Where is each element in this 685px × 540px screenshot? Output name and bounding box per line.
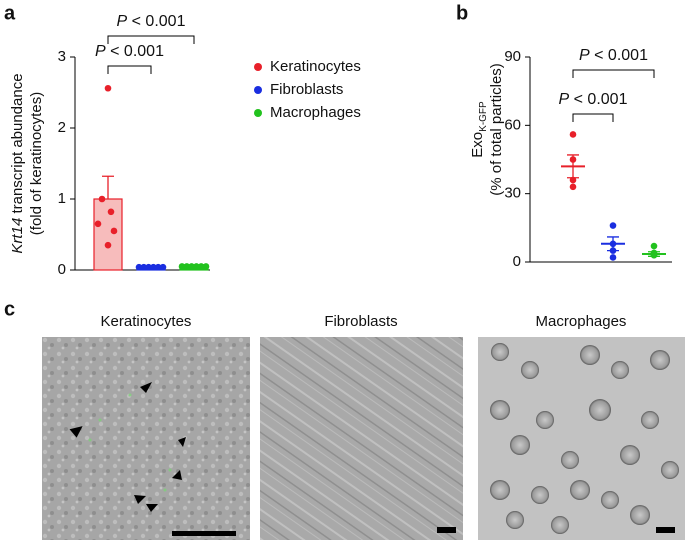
legend-label: Fibroblasts xyxy=(270,81,343,98)
image-title: Keratinocytes xyxy=(101,313,192,330)
data-point xyxy=(188,263,195,270)
p-text: < 0.001 xyxy=(106,43,164,60)
bar xyxy=(93,198,123,271)
p-text: < 0.001 xyxy=(569,91,627,108)
data-point xyxy=(197,263,205,270)
data-point xyxy=(94,220,102,228)
y-label-italic: Krt14 xyxy=(9,218,26,254)
data-point xyxy=(650,251,658,259)
data-point xyxy=(183,263,191,270)
data-point xyxy=(98,195,106,203)
significance-bracket xyxy=(107,65,152,74)
y-axis-label: Krt14 transcript abundance (fold of kerat… xyxy=(9,73,45,253)
legend-marker xyxy=(254,109,262,117)
data-point xyxy=(569,176,577,184)
y-axis-label-line: Krt14 transcript abundance xyxy=(9,73,26,253)
p-italic: P xyxy=(559,91,570,108)
data-point xyxy=(154,263,162,271)
data-point xyxy=(135,263,143,271)
legend-marker xyxy=(254,63,262,71)
data-point xyxy=(104,241,112,249)
y-tick-label: 0 xyxy=(58,261,66,278)
y-axis-label-line: ExoK-GFP xyxy=(469,101,489,158)
data-point xyxy=(193,263,200,270)
data-point xyxy=(104,84,112,92)
data-point xyxy=(150,263,157,271)
data-point xyxy=(178,263,186,270)
legend-marker xyxy=(254,86,262,94)
p-italic: P xyxy=(95,43,106,60)
panel-label: a xyxy=(4,2,16,24)
y-label-text: transcript abundance xyxy=(9,73,26,217)
data-point xyxy=(145,263,152,271)
y-tick-label: 2 xyxy=(58,119,66,136)
significance-bracket xyxy=(107,35,195,44)
data-point xyxy=(202,263,210,270)
data-point xyxy=(107,208,115,216)
micrograph-fibroblasts xyxy=(260,337,463,540)
data-point xyxy=(569,131,577,138)
data-point xyxy=(110,227,118,235)
data-point xyxy=(609,240,617,248)
image-title: Fibroblasts xyxy=(324,313,397,330)
panel-label: b xyxy=(456,2,468,24)
significance-bracket xyxy=(572,113,614,122)
legend-label: Keratinocytes xyxy=(270,58,361,75)
data-point xyxy=(609,222,617,229)
p-italic: P xyxy=(579,47,590,64)
data-point xyxy=(650,242,658,250)
micrograph-macrophages xyxy=(478,337,685,540)
y-label-text: Exo xyxy=(469,132,486,158)
y-axis-label-line: (fold of keratinocytes) xyxy=(28,92,45,235)
p-italic: P xyxy=(117,13,128,30)
micrograph-keratinocytes xyxy=(42,337,250,540)
data-point xyxy=(569,156,577,163)
y-label-sub: K-GFP xyxy=(478,101,489,132)
data-point xyxy=(140,263,148,271)
legend-label: Macrophages xyxy=(270,104,361,121)
p-text: < 0.001 xyxy=(127,13,185,30)
y-tick-label: 30 xyxy=(504,185,521,202)
p-value: P < 0.001 xyxy=(559,91,628,108)
image-title: Macrophages xyxy=(536,313,627,330)
p-value: P < 0.001 xyxy=(117,13,186,30)
y-tick-label: 60 xyxy=(504,116,521,133)
panel-label: c xyxy=(4,298,15,320)
significance-bracket xyxy=(572,69,655,78)
p-value: P < 0.001 xyxy=(95,43,164,60)
y-axis-label-line: (% of total particles) xyxy=(488,63,505,196)
data-point xyxy=(609,247,617,254)
y-tick-label: 0 xyxy=(513,253,521,270)
data-point xyxy=(569,183,577,191)
data-point xyxy=(609,254,617,261)
data-point xyxy=(159,263,167,271)
y-tick-label: 1 xyxy=(58,190,66,207)
y-axis-label: ExoK-GFP (% of total particles) xyxy=(469,63,505,196)
y-tick-label: 90 xyxy=(504,48,521,65)
p-text: < 0.001 xyxy=(590,47,648,64)
error-bar xyxy=(102,175,114,199)
error-bar xyxy=(607,236,619,252)
y-tick-label: 3 xyxy=(58,48,66,65)
p-value: P < 0.001 xyxy=(579,47,648,64)
